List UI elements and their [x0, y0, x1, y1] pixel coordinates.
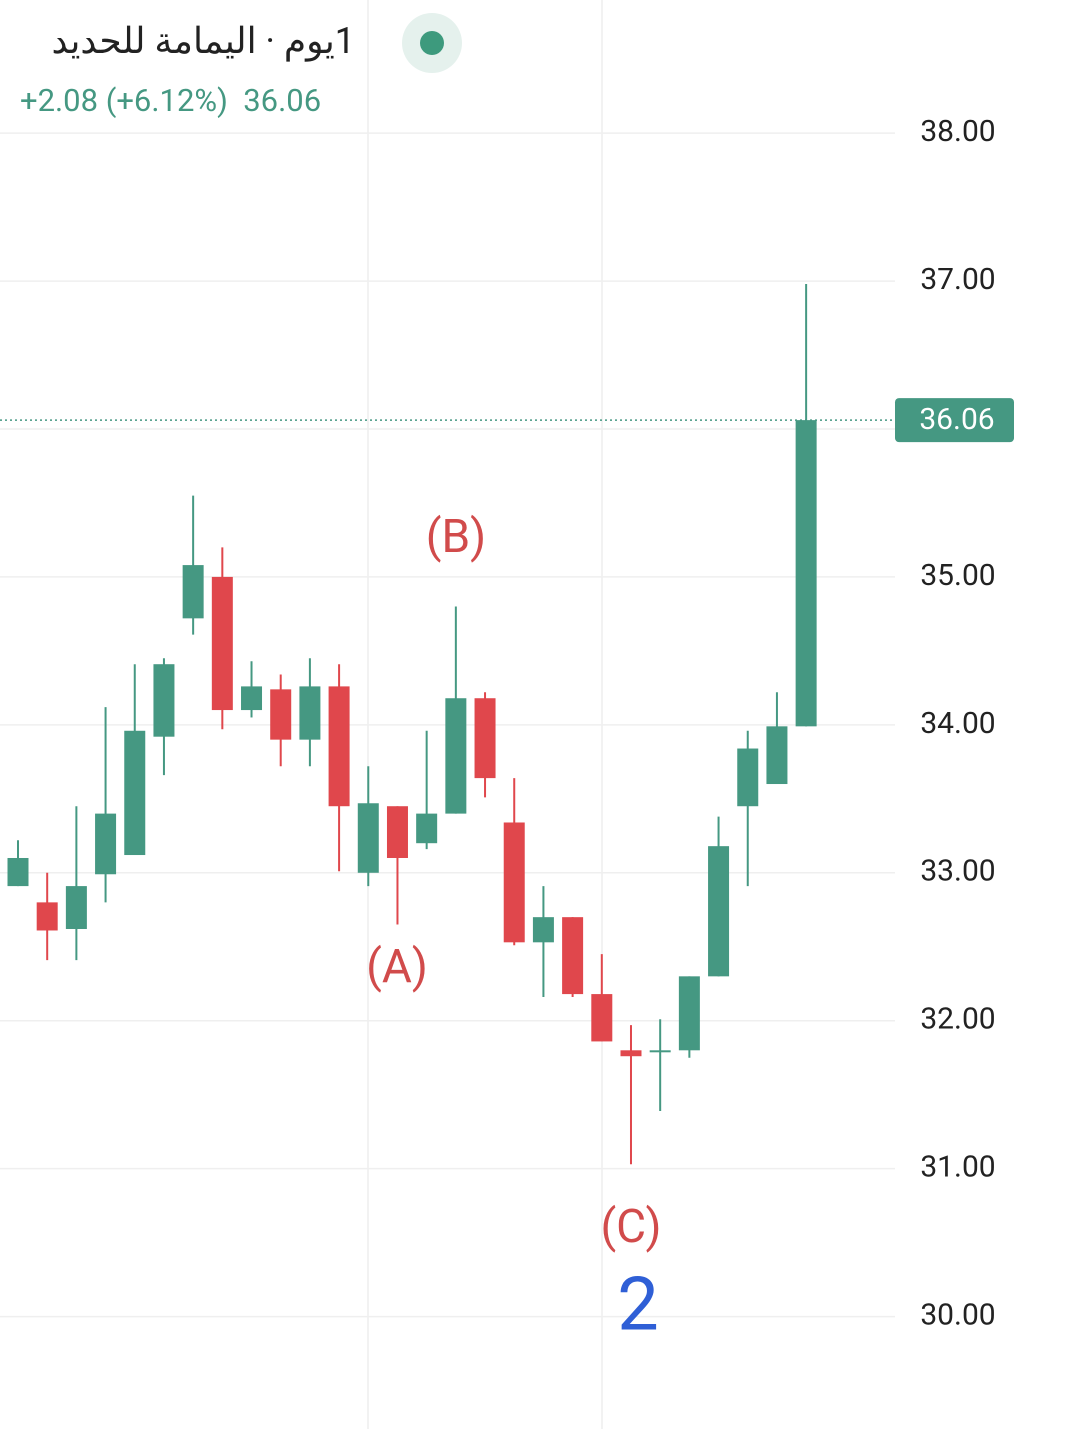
y-tick-label: 37.00	[920, 262, 995, 297]
candle-body	[416, 813, 438, 844]
candle-body	[7, 857, 29, 887]
candle-body	[766, 726, 788, 785]
candle-body	[36, 902, 58, 931]
price-header: +2.08 (+6.12%) 36.06	[20, 82, 321, 119]
annotation: (A)	[366, 940, 428, 994]
status-dot	[420, 31, 444, 55]
candle-body	[386, 806, 408, 858]
candle-body	[591, 994, 613, 1042]
annotation: (B)	[426, 510, 486, 564]
candle-body	[503, 822, 525, 943]
annotation: 2	[617, 1262, 659, 1349]
annotation: (C)	[600, 1200, 661, 1254]
y-tick-label: 35.00	[920, 558, 995, 593]
candle-body	[211, 576, 233, 711]
candle-body	[474, 698, 496, 779]
chart-title: 1يوم · اليمامة للحديد	[51, 20, 355, 62]
y-tick-label: 33.00	[920, 854, 995, 889]
candle-body	[562, 917, 584, 995]
candle-body	[153, 664, 175, 737]
candle-body	[532, 917, 554, 943]
candle-body	[328, 686, 350, 807]
candle-body	[299, 686, 321, 740]
y-tick-label: 30.00	[920, 1297, 995, 1332]
change: +2.08 (+6.12%)	[20, 82, 228, 119]
candle-body	[95, 813, 117, 875]
candle-body	[795, 420, 817, 727]
candle-body	[445, 698, 467, 814]
y-tick-label: 38.00	[920, 114, 995, 149]
candle-body	[649, 1050, 671, 1053]
candle-body	[357, 803, 379, 873]
last-price: 36.06	[243, 82, 322, 119]
candle-body	[182, 565, 204, 619]
y-tick-label: 32.00	[920, 1002, 995, 1037]
candle-body	[241, 686, 263, 711]
candle-body	[270, 689, 292, 740]
last-price-label: 36.06	[919, 402, 994, 437]
candle-body	[708, 846, 730, 977]
candle-body	[737, 748, 759, 807]
candle-body	[65, 886, 87, 929]
candle-body	[678, 976, 700, 1051]
y-tick-label: 31.00	[920, 1150, 995, 1185]
candle-body	[620, 1050, 642, 1057]
y-tick-label: 34.00	[920, 706, 995, 741]
last-price-badge	[895, 398, 1014, 443]
candle-body	[124, 730, 146, 856]
